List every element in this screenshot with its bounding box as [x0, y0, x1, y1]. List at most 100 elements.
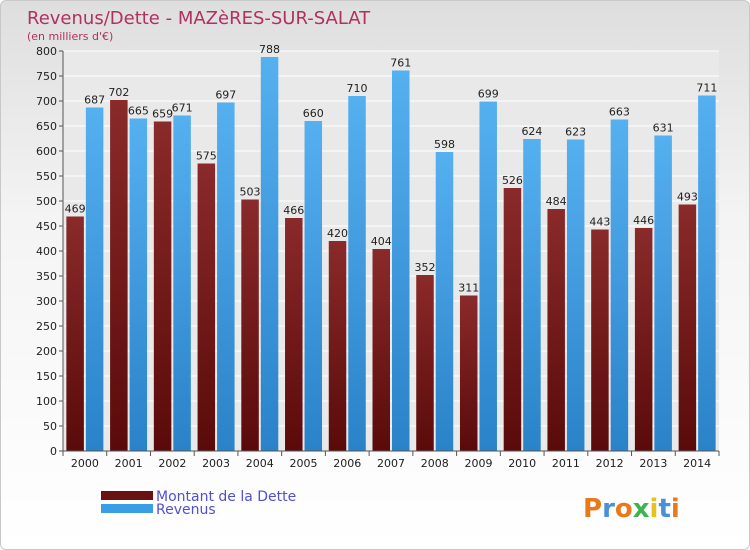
bar-revenus — [173, 115, 191, 451]
value-label: 420 — [327, 227, 348, 240]
value-label: 663 — [609, 106, 630, 119]
value-label: 788 — [259, 43, 280, 56]
y-tick-label: 500 — [36, 195, 57, 208]
x-tick-label: 2011 — [552, 457, 580, 470]
y-axis-ticks: 0 50 100 150 200 250 300 350 400 450 500 550 600 650 7… — [36, 45, 63, 458]
bar-dette — [241, 199, 259, 451]
value-label: 702 — [108, 86, 129, 99]
value-label: 624 — [521, 125, 542, 138]
value-label: 446 — [633, 214, 654, 227]
logo-letter: P — [583, 494, 602, 524]
x-axis-ticks: 2000 2001 2002 2003 2004 2005 2006 2007 2008 2009… — [62, 451, 720, 470]
logo-letter: t — [658, 494, 670, 524]
bar-dette — [66, 216, 84, 451]
y-tick-label: 800 — [36, 45, 57, 58]
y-tick-label: 350 — [36, 270, 57, 283]
value-label: 697 — [215, 89, 236, 102]
bar-dette — [591, 229, 609, 451]
value-label: 659 — [152, 108, 173, 121]
value-label: 671 — [172, 102, 193, 115]
bar-revenus — [85, 107, 104, 451]
y-tick-label: 200 — [36, 345, 57, 358]
bar-revenus — [698, 95, 716, 451]
bar-revenus — [479, 101, 497, 451]
value-label: 443 — [589, 216, 610, 229]
bar-revenus — [348, 96, 366, 451]
value-label: 466 — [283, 204, 304, 217]
x-tick-label: 2003 — [202, 457, 230, 470]
logo-letter: i — [650, 494, 659, 524]
value-label: 665 — [128, 105, 149, 118]
value-label: 660 — [303, 107, 324, 120]
x-tick-label: 2006 — [333, 457, 361, 470]
axes — [62, 51, 719, 452]
logo-letter: i — [671, 494, 680, 524]
x-tick-label: 2010 — [508, 457, 536, 470]
legend-swatch-dette — [101, 491, 153, 500]
x-tick-label: 2013 — [639, 457, 667, 470]
value-label: 699 — [478, 88, 499, 101]
x-tick-label: 2008 — [421, 457, 449, 470]
x-tick-label: 2005 — [290, 457, 318, 470]
legend-swatch-revenus — [101, 504, 153, 513]
bar-revenus — [129, 118, 148, 451]
value-label: 761 — [390, 57, 411, 70]
logo-letter: o — [615, 494, 633, 524]
legend-label-dette: Montant de la Dette — [156, 489, 296, 505]
x-tick-label: 2002 — [158, 457, 186, 470]
bar-dette — [416, 275, 434, 451]
bar-revenus — [654, 135, 672, 451]
value-label: 575 — [196, 150, 217, 163]
y-tick-label: 450 — [36, 220, 57, 233]
x-tick-label: 2014 — [683, 457, 711, 470]
x-tick-label: 2007 — [377, 457, 405, 470]
bar-revenus — [392, 70, 410, 451]
proxiti-logo: Proxiti — [583, 494, 680, 524]
bar-dette — [328, 241, 347, 451]
value-label: 687 — [84, 94, 105, 107]
y-tick-label: 650 — [36, 120, 57, 133]
bar-dette — [372, 249, 390, 451]
x-tick-label: 2001 — [115, 457, 143, 470]
value-label: 469 — [65, 203, 86, 216]
value-label: 484 — [546, 195, 567, 208]
value-label: 493 — [677, 191, 698, 204]
bar-revenus — [260, 57, 279, 451]
bar-dette — [678, 204, 697, 451]
bar-dette — [547, 209, 565, 451]
bar-dette — [503, 188, 522, 451]
bar-revenus — [566, 139, 585, 451]
legend-label-revenus: Revenus — [156, 502, 216, 518]
value-label: 311 — [458, 282, 479, 295]
x-tick-label: 2004 — [246, 457, 274, 470]
x-tick-label: 2009 — [464, 457, 492, 470]
y-tick-label: 750 — [36, 70, 57, 83]
value-label: 598 — [434, 138, 455, 151]
y-tick-label: 0 — [50, 445, 57, 458]
bar-dette — [110, 100, 128, 451]
value-label: 710 — [347, 82, 368, 95]
bar-dette — [153, 121, 172, 451]
bar-dette — [285, 218, 303, 451]
value-label: 404 — [371, 235, 392, 248]
value-label: 631 — [653, 122, 674, 135]
y-tick-label: 600 — [36, 145, 57, 158]
bar-dette — [459, 295, 478, 451]
bars-group — [66, 57, 716, 451]
y-tick-label: 100 — [36, 395, 57, 408]
bar-revenus — [610, 119, 629, 451]
chart-subtitle: (en milliers d'€) — [27, 30, 113, 43]
bar-revenus — [304, 121, 323, 451]
value-label: 352 — [414, 261, 435, 274]
logo-letter: r — [602, 494, 615, 524]
bar-revenus — [435, 152, 454, 451]
bar-revenus — [217, 102, 235, 451]
y-tick-label: 550 — [36, 170, 57, 183]
chart-title: Revenus/Dette - MAZèRES-SUR-SALAT — [27, 8, 371, 29]
value-label: 503 — [240, 186, 261, 199]
y-tick-label: 700 — [36, 95, 57, 108]
